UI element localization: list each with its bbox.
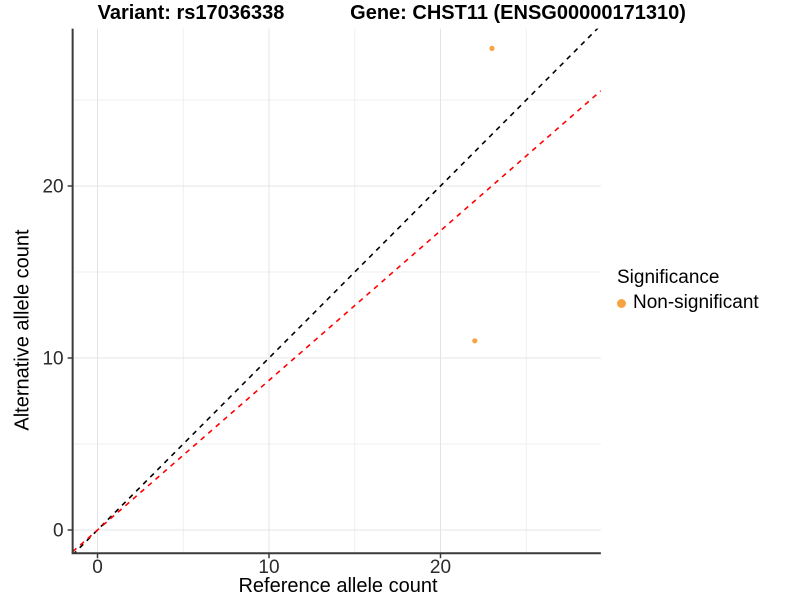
tick-label: 0 — [92, 557, 103, 578]
tick-label: 10 — [258, 557, 279, 578]
axis-ticks: 0 10 20 0 10 20 — [42, 177, 451, 579]
axis-lines — [71, 28, 601, 555]
plot-title-variant: Variant: rs17036338 — [97, 2, 285, 24]
tick-label: 20 — [42, 177, 63, 198]
data-point — [489, 45, 495, 52]
legend-item-non-significant: Non-significant — [617, 292, 759, 314]
data-points — [472, 45, 495, 344]
plot-title-gene: Gene: CHST11 (ENSG00000171310) — [350, 2, 686, 24]
data-point — [472, 338, 478, 344]
legend-title: Significance — [617, 267, 720, 288]
legend-point-icon — [617, 298, 626, 308]
legend: Significance Non-significant — [617, 267, 759, 314]
x-axis-title: Reference allele count — [238, 575, 438, 597]
tick-label: 20 — [430, 557, 451, 578]
legend-item-label: Non-significant — [633, 292, 759, 313]
tick-label: 0 — [53, 521, 64, 542]
grid-lines — [72, 28, 601, 554]
identity-line — [73, 28, 599, 554]
y-axis-title: Alternative allele count — [11, 229, 34, 431]
tick-label: 10 — [42, 349, 63, 370]
expected-ratio-line — [72, 90, 601, 553]
reference-lines — [72, 28, 601, 554]
